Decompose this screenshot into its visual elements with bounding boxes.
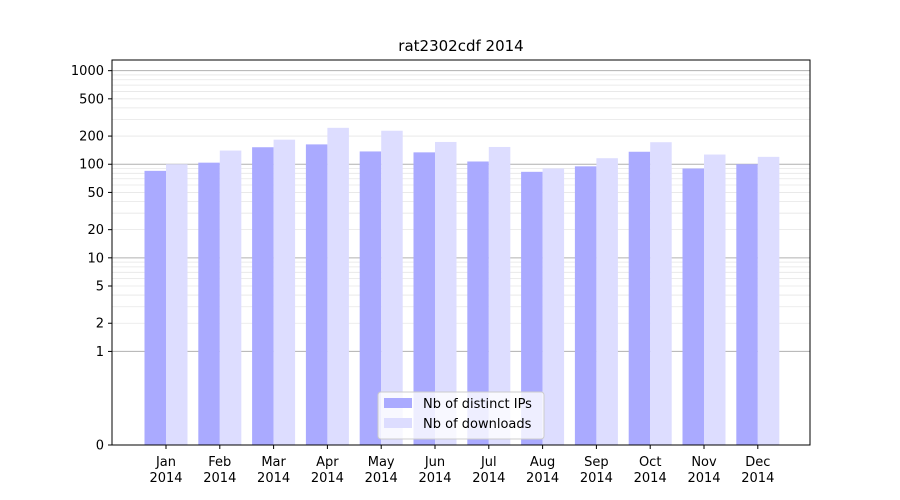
chart-title: rat2302cdf 2014 <box>398 37 523 55</box>
y-tick-label: 500 <box>79 92 104 107</box>
x-tick-label-month: Jul <box>480 455 497 470</box>
bar-distinct-ips <box>736 164 758 445</box>
x-tick-label-year: 2014 <box>526 471 559 486</box>
x-tick-label-month: Feb <box>208 455 231 470</box>
y-tick-label: 200 <box>79 130 104 145</box>
bars <box>144 127 780 446</box>
bar-downloads <box>166 164 188 445</box>
bar-downloads <box>488 146 511 446</box>
bar-distinct-ips <box>574 166 597 445</box>
bar-distinct-ips <box>628 151 651 445</box>
x-tick-label-year: 2014 <box>149 471 182 486</box>
y-axis: 0 1 2 5 10 20 50 100 200 500 1000 <box>71 64 112 454</box>
legend-swatch <box>384 418 412 428</box>
y-tick-label: 2 <box>96 317 104 332</box>
x-tick-label-year: 2014 <box>257 471 290 486</box>
bar-distinct-ips <box>252 147 274 445</box>
x-tick-label-year: 2014 <box>365 471 398 486</box>
y-tick-label: 1 <box>96 345 104 360</box>
bar-distinct-ips <box>359 151 382 446</box>
legend-swatch <box>384 398 412 408</box>
y-tick-label: 50 <box>87 186 104 201</box>
x-tick-label-year: 2014 <box>418 471 451 486</box>
x-tick-label-month: Aug <box>530 455 555 470</box>
x-tick-label-year: 2014 <box>634 471 667 486</box>
bar-downloads <box>704 154 726 445</box>
bar-distinct-ips <box>144 170 166 446</box>
x-tick-label-year: 2014 <box>741 471 774 486</box>
x-tick-label-month: Jun <box>424 455 445 470</box>
bar-distinct-ips <box>521 171 543 445</box>
bar-downloads <box>596 158 618 446</box>
y-tick-label: 100 <box>79 158 104 173</box>
legend-box <box>377 391 545 440</box>
y-tick-label: 10 <box>87 251 104 266</box>
x-tick-label-month: Apr <box>316 455 339 470</box>
x-tick-label-month: Jan <box>155 455 176 470</box>
x-tick-label-year: 2014 <box>687 471 720 486</box>
legend-label: Nb of distinct IPs <box>423 397 532 412</box>
x-axis: Jan2014Feb2014Mar2014Apr2014May2014Jun20… <box>149 445 774 486</box>
bar-distinct-ips <box>198 162 220 445</box>
x-tick-label-month: Dec <box>745 455 770 470</box>
bar-downloads <box>273 139 296 445</box>
x-tick-label-year: 2014 <box>580 471 613 486</box>
x-tick-label-year: 2014 <box>203 471 236 486</box>
y-tick-label: 0 <box>96 439 104 454</box>
x-tick-label-month: Oct <box>639 455 661 470</box>
plot-frame <box>111 59 811 446</box>
x-tick-label-year: 2014 <box>472 471 505 486</box>
y-tick-label: 1000 <box>71 64 104 79</box>
bar-distinct-ips <box>305 144 328 445</box>
bar-downloads <box>327 127 349 445</box>
bar-downloads <box>757 156 780 446</box>
y-tick-label: 5 <box>96 280 104 295</box>
y-tick-label: 20 <box>87 223 104 238</box>
x-tick-label-year: 2014 <box>311 471 344 486</box>
legend-label: Nb of downloads <box>423 417 532 432</box>
x-tick-label-month: Nov <box>691 455 717 470</box>
x-tick-label-month: Sep <box>584 455 609 470</box>
bar-distinct-ips <box>682 168 704 445</box>
bar-downloads <box>435 141 457 445</box>
x-tick-label-month: Mar <box>261 455 286 470</box>
bar-downloads <box>650 142 672 445</box>
x-tick-label-month: May <box>368 455 395 470</box>
bar-downloads <box>219 150 242 445</box>
bar-distinct-ips <box>413 152 435 445</box>
bar-downloads <box>381 130 403 445</box>
bar-distinct-ips <box>467 161 489 445</box>
bar-downloads <box>542 168 565 445</box>
legend: Nb of distinct IPs Nb of downloads <box>377 391 545 440</box>
